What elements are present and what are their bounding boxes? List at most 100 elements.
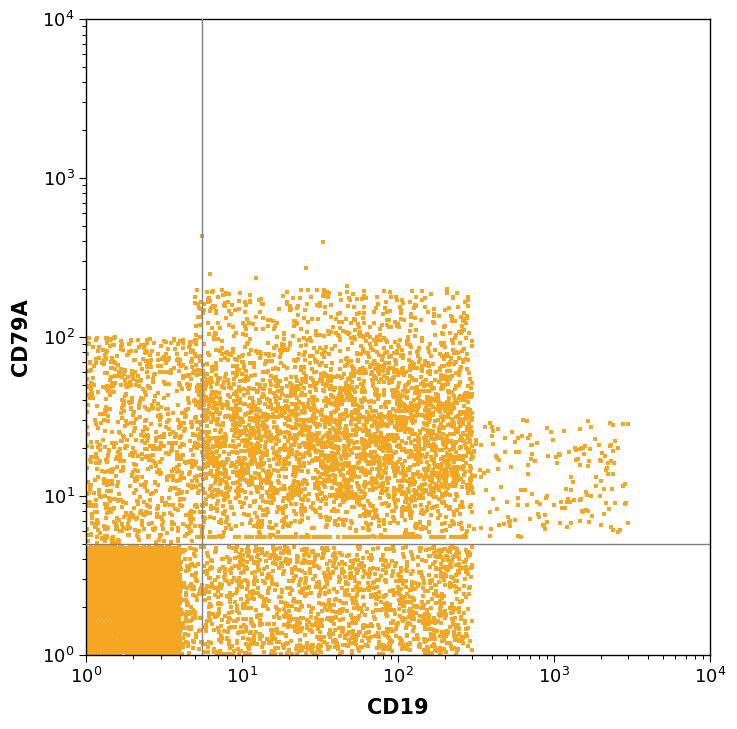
Point (173, 616, 185, 628)
Point (391, 620, 403, 631)
Point (458, 469, 470, 481)
Point (330, 635, 342, 647)
Point (158, 632, 170, 644)
Point (427, 425, 439, 437)
Point (151, 619, 163, 631)
Point (215, 631, 227, 642)
Point (135, 581, 147, 593)
Point (116, 618, 128, 630)
Point (378, 384, 390, 396)
Point (325, 450, 337, 461)
Point (329, 448, 341, 459)
Point (351, 634, 363, 645)
Point (432, 615, 444, 627)
Point (346, 561, 358, 573)
Point (241, 458, 253, 469)
Point (124, 595, 136, 607)
Point (158, 586, 170, 598)
Point (298, 531, 310, 543)
Point (100, 589, 112, 601)
Point (396, 593, 408, 604)
Point (122, 599, 133, 611)
Point (199, 376, 211, 388)
Point (149, 564, 161, 575)
Point (321, 394, 332, 405)
Point (379, 456, 391, 468)
Point (100, 332, 112, 343)
Point (102, 582, 114, 594)
Point (441, 448, 453, 460)
Point (128, 575, 140, 587)
Point (326, 505, 338, 517)
Point (85, 600, 97, 612)
Point (209, 397, 220, 409)
Point (434, 480, 446, 491)
Point (127, 512, 139, 523)
Point (386, 585, 398, 596)
Point (173, 421, 185, 433)
Point (91, 634, 102, 646)
Point (150, 616, 161, 628)
Point (94, 554, 106, 566)
Point (103, 563, 115, 574)
Point (147, 608, 158, 620)
Point (84, 609, 96, 620)
Point (436, 545, 447, 557)
Point (268, 363, 279, 375)
Point (167, 509, 178, 521)
Point (212, 418, 223, 429)
Point (429, 641, 441, 652)
Point (116, 626, 128, 638)
Point (81, 583, 93, 595)
Point (103, 606, 115, 617)
Point (445, 450, 457, 461)
Point (210, 545, 222, 557)
Point (194, 440, 206, 452)
Point (192, 438, 204, 450)
Point (93, 607, 105, 618)
Point (405, 397, 417, 409)
Point (113, 636, 125, 647)
Point (462, 429, 474, 441)
Point (200, 557, 212, 569)
Point (88, 601, 100, 613)
Point (109, 571, 121, 582)
Point (177, 518, 189, 529)
Point (439, 411, 450, 423)
Point (379, 419, 391, 431)
Point (180, 531, 192, 542)
Point (377, 350, 389, 362)
Point (100, 502, 112, 513)
Point (226, 308, 237, 320)
Point (153, 399, 164, 410)
Point (173, 632, 185, 644)
Point (132, 618, 144, 630)
Point (161, 561, 173, 573)
Point (129, 604, 141, 616)
Point (166, 623, 178, 634)
Point (81, 639, 93, 651)
Point (85, 637, 97, 649)
Point (110, 623, 122, 634)
Point (338, 472, 349, 484)
Point (220, 313, 231, 324)
Point (237, 598, 249, 609)
Point (346, 447, 358, 459)
Point (400, 418, 412, 429)
Point (106, 377, 118, 389)
Point (98, 579, 110, 590)
Point (88, 555, 100, 566)
Point (161, 647, 173, 659)
Point (144, 642, 156, 654)
Point (137, 593, 149, 605)
Point (393, 381, 405, 392)
Point (290, 467, 301, 479)
Point (326, 357, 338, 369)
Point (118, 431, 130, 443)
Point (148, 572, 160, 583)
Point (156, 354, 168, 365)
Point (97, 638, 108, 650)
Point (191, 350, 203, 362)
Point (112, 604, 124, 616)
Point (360, 416, 372, 427)
